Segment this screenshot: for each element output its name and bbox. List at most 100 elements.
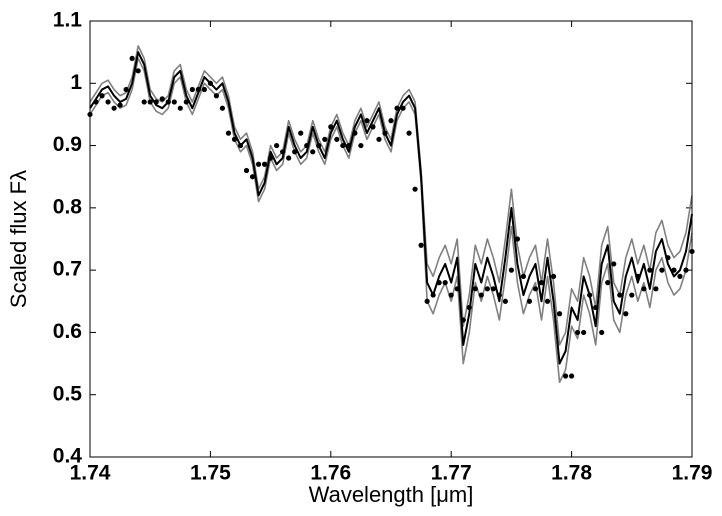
data-point — [544, 298, 551, 304]
data-point — [448, 292, 454, 298]
data-point — [346, 142, 352, 149]
data-point — [466, 304, 472, 311]
data-point — [575, 329, 581, 336]
data-point — [659, 267, 665, 273]
data-point — [340, 142, 346, 149]
x-tick-label: 1.77 — [431, 462, 472, 485]
data-point — [526, 298, 533, 304]
data-point — [605, 280, 611, 286]
data-point — [364, 118, 370, 124]
data-point — [683, 267, 689, 273]
data-point — [352, 130, 358, 136]
y-tick-label: 0.7 — [53, 258, 82, 281]
data-point — [569, 373, 575, 379]
data-point — [677, 273, 683, 279]
data-point — [286, 155, 292, 161]
data-point — [195, 86, 201, 93]
y-tick-label: 1 — [70, 71, 82, 94]
data-point — [231, 136, 238, 142]
data-point — [629, 292, 635, 298]
data-point — [406, 130, 412, 136]
data-point — [280, 149, 286, 155]
data-point — [550, 273, 557, 279]
data-point — [490, 286, 496, 292]
data-point — [274, 142, 280, 149]
x-tick-label: 1.76 — [310, 462, 351, 485]
spectrum-line — [89, 57, 693, 384]
data-point — [587, 292, 593, 298]
data-point — [532, 286, 539, 292]
data-point — [617, 292, 623, 298]
data-point — [436, 280, 442, 286]
data-point — [635, 273, 641, 279]
data-point — [159, 96, 165, 102]
data-point — [268, 155, 274, 161]
data-point — [484, 286, 490, 292]
x-tick-label: 1.75 — [190, 462, 231, 485]
data-point — [520, 273, 527, 279]
data-point — [562, 373, 569, 379]
data-point — [460, 317, 466, 323]
data-point — [201, 86, 207, 93]
y-tick-label: 0.6 — [53, 320, 82, 343]
data-point — [442, 280, 448, 286]
data-point — [400, 105, 406, 111]
data-point — [508, 267, 514, 273]
x-tick-label: 1.74 — [70, 462, 111, 485]
data-point — [454, 286, 460, 292]
data-point — [105, 99, 111, 105]
data-point — [514, 236, 521, 242]
y-tick-label: 0.5 — [53, 382, 83, 405]
spectrum-line — [89, 51, 693, 365]
data-point — [123, 86, 129, 93]
data-point — [298, 130, 304, 136]
y-tick-label: 1.1 — [53, 9, 83, 32]
data-point — [135, 68, 141, 74]
data-point — [328, 124, 334, 130]
y-tick-label: 0.9 — [53, 133, 82, 156]
data-point — [593, 304, 599, 311]
data-point — [322, 136, 328, 142]
data-point — [189, 86, 195, 93]
data-point — [502, 298, 508, 304]
data-point — [261, 161, 268, 167]
x-tick-label: 1.78 — [551, 462, 592, 485]
data-point — [430, 292, 436, 298]
data-point — [538, 280, 545, 286]
x-axis-label: Wavelength [μm] — [309, 482, 474, 507]
data-point — [117, 102, 123, 108]
data-point — [213, 93, 220, 99]
data-point — [225, 130, 232, 136]
data-point — [93, 99, 99, 105]
data-point — [171, 99, 177, 105]
data-point — [581, 329, 587, 336]
data-point — [496, 292, 502, 298]
x-tick-label: 1.79 — [672, 462, 713, 485]
data-point — [249, 174, 256, 180]
plot-frame — [89, 20, 693, 458]
data-point — [671, 267, 677, 273]
data-point — [147, 99, 153, 105]
data-point — [111, 105, 117, 111]
data-point — [611, 261, 617, 267]
data-point — [141, 99, 147, 105]
data-point — [472, 286, 478, 292]
data-point — [556, 311, 563, 317]
data-point — [388, 118, 394, 124]
data-point — [358, 142, 364, 149]
data-point — [165, 99, 171, 105]
spectrum-line — [89, 45, 693, 346]
data-point — [292, 149, 298, 155]
y-axis-label: Scaled flux Fλ — [6, 170, 31, 308]
y-tick-label: 0.4 — [53, 445, 83, 468]
data-point — [418, 242, 424, 248]
data-point — [255, 161, 262, 167]
data-point — [641, 286, 647, 292]
data-point — [334, 136, 340, 142]
data-point — [316, 142, 322, 149]
data-point — [243, 167, 250, 174]
data-point — [653, 286, 659, 292]
data-point — [376, 136, 382, 142]
data-point — [207, 80, 213, 86]
